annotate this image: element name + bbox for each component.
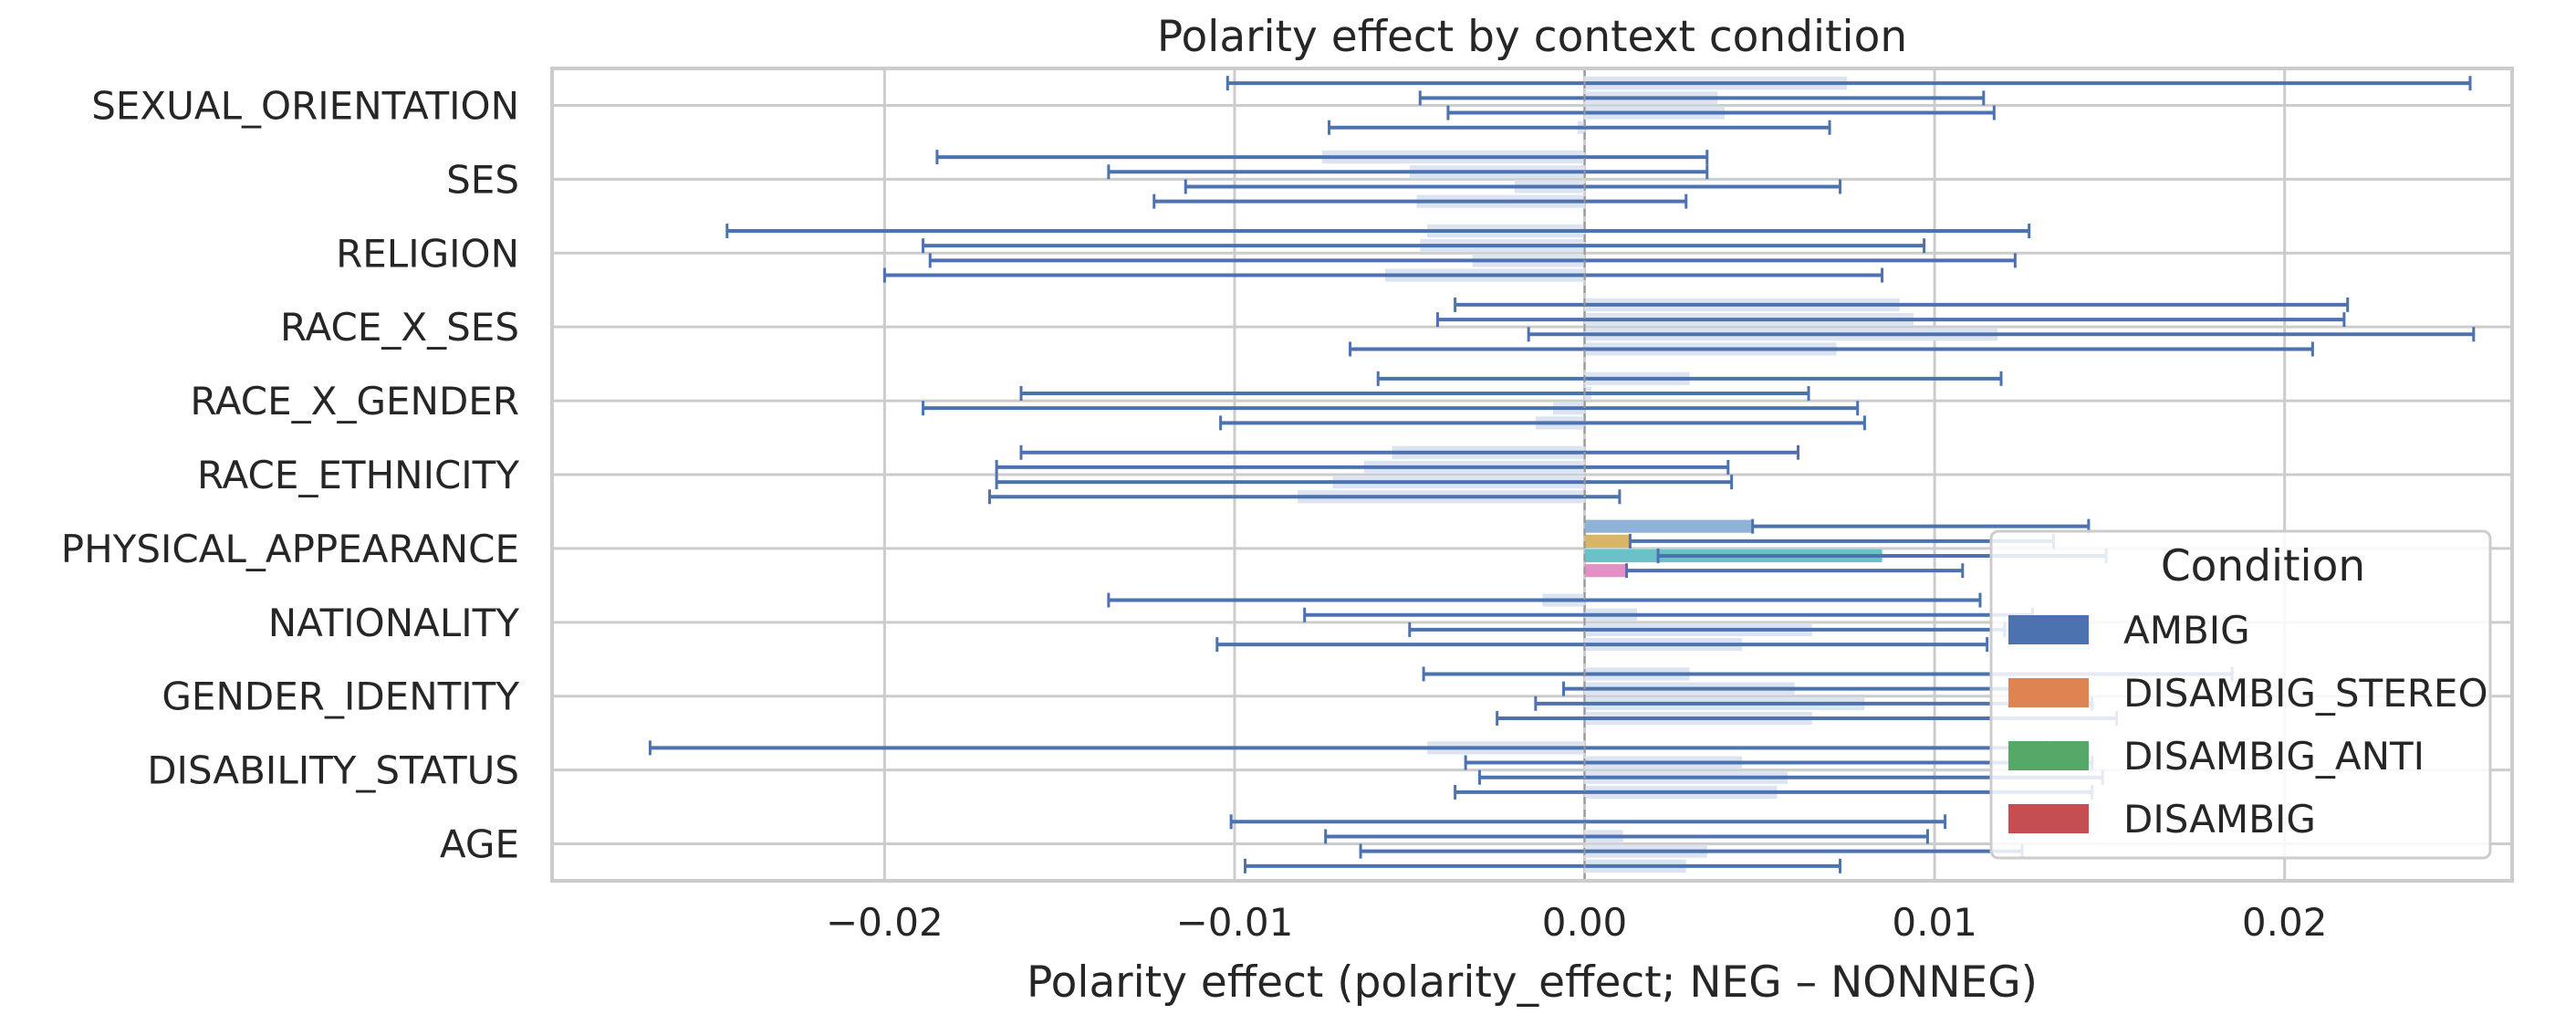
legend-swatch [2008,615,2089,644]
y-tick-label: RACE_X_SES [280,305,519,350]
y-tick-label: RELIGION [336,231,519,276]
x-tick-labels: −0.02 −0.01 0.00 0.01 0.02 [826,900,2327,945]
bar-disambig-stereo [1584,534,1631,548]
x-tick-label: −0.02 [826,900,944,945]
legend-swatch [2008,741,2089,770]
gridlines [552,68,2512,881]
y-tick-label: SEXUAL_ORIENTATION [91,83,519,128]
x-tick-label: −0.01 [1176,900,1294,945]
x-tick-label: 0.00 [1542,900,1628,945]
x-axis-label: Polarity effect (polarity_effect; NEG – … [1027,957,2038,1008]
x-tick-label: 0.02 [2242,900,2328,945]
y-tick-label: PHYSICAL_APPEARANCE [61,527,519,571]
legend-label: DISAMBIG_ANTI [2123,734,2425,779]
legend-label: AMBIG [2123,608,2250,653]
y-tick-label: DISABILITY_STATUS [147,748,519,793]
legend-swatch [2008,678,2089,707]
chart-title: Polarity effect by context condition [1157,12,1907,62]
bar-ambig [1584,519,1753,533]
y-tick-label: GENDER_IDENTITY [162,675,519,719]
bar-disambig [1584,564,1627,578]
legend-items: AMBIG DISAMBIG_STEREO DISAMBIG_ANTI DISAMBI… [2008,608,2488,842]
legend-title: Condition [2161,541,2365,591]
y-tick-label: NATIONALITY [268,601,520,645]
legend-swatch [2008,804,2089,833]
y-tick-label: SES [446,157,519,202]
legend: Condition AMBIG DISAMBIG_STEREO DISAMBIG_A… [1989,529,2492,860]
y-tick-label: AGE [440,822,519,867]
x-tick-label: 0.01 [1892,900,1977,945]
legend-frame [1989,529,2492,860]
y-tick-label: RACE_ETHNICITY [197,453,519,497]
legend-label: DISAMBIG [2123,797,2316,842]
legend-label: DISAMBIG_STEREO [2123,671,2488,716]
plot-border [550,67,2514,883]
y-tick-label: RACE_X_GENDER [190,379,519,424]
y-tick-labels: SEXUAL_ORIENTATION SES RELIGION RACE_X_SES R… [61,83,520,866]
